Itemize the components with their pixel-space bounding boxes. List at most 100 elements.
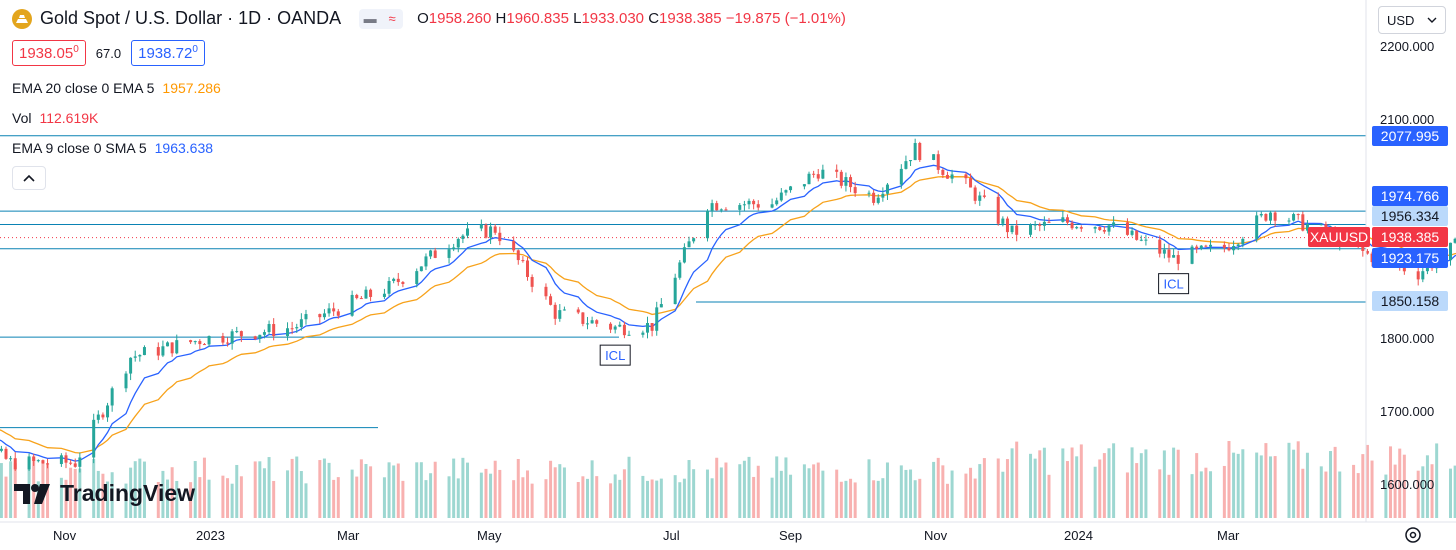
volume-bar bbox=[821, 470, 825, 518]
candle-body bbox=[73, 463, 77, 467]
candle-body bbox=[96, 414, 100, 420]
volume-bar bbox=[779, 470, 783, 518]
candle-body bbox=[1061, 217, 1065, 222]
candle-body bbox=[724, 209, 728, 211]
volume-bar bbox=[1015, 441, 1019, 518]
volume-bar bbox=[590, 460, 594, 518]
candle-body bbox=[1005, 218, 1009, 233]
candle-body bbox=[106, 405, 110, 418]
indicator-toggle-pill[interactable]: ▬ ≈ bbox=[359, 8, 404, 29]
price-tag-1923[interactable]: 1923.175 bbox=[1372, 248, 1448, 268]
compare-icon[interactable]: ≈ bbox=[388, 10, 396, 26]
candle-body bbox=[705, 210, 709, 239]
chart-title[interactable]: Gold Spot / U.S. Dollar · 1D · OANDA bbox=[40, 8, 342, 28]
candle-body bbox=[775, 200, 779, 205]
candle-body bbox=[286, 328, 290, 337]
candle-body bbox=[687, 241, 691, 248]
volume-bar bbox=[1125, 472, 1129, 518]
volume-bar bbox=[433, 461, 437, 518]
price-tag-2077[interactable]: 2077.995 bbox=[1372, 126, 1448, 146]
candle-body bbox=[0, 448, 3, 451]
candle-body bbox=[262, 332, 266, 335]
candle-body bbox=[835, 169, 839, 172]
volume-bar bbox=[526, 470, 529, 518]
hide-icon[interactable]: ▬ bbox=[363, 10, 377, 26]
collapse-legend-button[interactable] bbox=[12, 166, 46, 190]
candle-body bbox=[996, 196, 1000, 224]
indicator-ema20[interactable]: EMA 20 close 0 EMA 5 1957.286 bbox=[12, 80, 221, 96]
candle-body bbox=[1301, 214, 1305, 231]
volume-bar bbox=[1190, 474, 1194, 518]
candle-body bbox=[982, 195, 986, 197]
volume-bar bbox=[1158, 469, 1162, 518]
candle-body bbox=[576, 309, 580, 313]
change-readout: −19.875 (−1.01%) bbox=[725, 10, 846, 27]
candle-body bbox=[304, 314, 308, 320]
candle-body bbox=[170, 342, 174, 354]
volume-bar bbox=[69, 467, 73, 518]
buy-price-button[interactable]: 1938.720 bbox=[131, 40, 205, 66]
candle-body bbox=[419, 266, 423, 272]
price-tag-1850[interactable]: 1850.158 bbox=[1372, 291, 1448, 311]
candle-body bbox=[129, 357, 133, 374]
volume-bar bbox=[355, 476, 359, 518]
candle-body bbox=[710, 203, 714, 211]
candle-body bbox=[1241, 238, 1245, 245]
candle-body bbox=[918, 143, 922, 160]
volume-bar bbox=[1365, 444, 1369, 518]
indicator-volume[interactable]: Vol 112.619K bbox=[12, 110, 99, 126]
candle-body bbox=[1416, 271, 1420, 280]
candle-body bbox=[770, 204, 774, 208]
price-tag-1974[interactable]: 1974.766 bbox=[1372, 186, 1448, 206]
volume-bar bbox=[978, 464, 982, 518]
volume-bar bbox=[881, 478, 885, 518]
volume-bar bbox=[1195, 453, 1199, 518]
candle-body bbox=[355, 294, 359, 299]
candle-body bbox=[590, 320, 594, 324]
tradingview-logo[interactable]: TradingView bbox=[14, 480, 195, 507]
time-tick: Sep bbox=[779, 528, 803, 543]
volume-bar bbox=[678, 482, 682, 518]
candle-body bbox=[32, 456, 36, 461]
volume-bar bbox=[332, 479, 336, 518]
candle-body bbox=[13, 458, 17, 470]
volume-bar bbox=[364, 463, 368, 518]
indicator-ema9[interactable]: EMA 9 close 0 SMA 5 1963.638 bbox=[12, 140, 214, 156]
candle-body bbox=[267, 324, 271, 333]
volume-bar bbox=[936, 457, 940, 518]
volume-bar bbox=[1199, 471, 1203, 518]
price-tag-1956[interactable]: 1956.334 bbox=[1372, 206, 1448, 226]
currency-select[interactable]: USD bbox=[1378, 6, 1446, 34]
candle-body bbox=[484, 224, 488, 238]
volume-bar bbox=[1102, 453, 1106, 518]
volume-bar bbox=[789, 474, 793, 518]
volume-bar bbox=[1209, 471, 1213, 518]
candle-body bbox=[909, 160, 913, 162]
sell-price-button[interactable]: 1938.050 bbox=[12, 40, 86, 66]
volume-bar bbox=[650, 479, 654, 518]
candle-body bbox=[682, 247, 686, 263]
volume-bar bbox=[687, 460, 691, 518]
volume-bar bbox=[1236, 453, 1240, 518]
candle-body bbox=[544, 286, 548, 297]
volume-bar bbox=[950, 470, 954, 518]
ohlc-readout: O1958.260 H1960.835 L1933.030 C1938.385 … bbox=[417, 10, 846, 27]
volume-bar bbox=[1061, 448, 1065, 518]
icl-label-box bbox=[599, 344, 631, 366]
volume-bar bbox=[719, 467, 723, 518]
candle-body bbox=[807, 173, 811, 185]
candle-body bbox=[973, 187, 977, 201]
volume-bar bbox=[816, 462, 820, 518]
volume-bar bbox=[59, 477, 63, 518]
candle-body bbox=[945, 174, 949, 179]
settings-icon[interactable] bbox=[1403, 525, 1423, 550]
volume-bar bbox=[401, 480, 405, 518]
volume-bar bbox=[327, 462, 331, 518]
candle-body bbox=[622, 324, 626, 336]
volume-bar bbox=[932, 461, 936, 518]
candle-body bbox=[1167, 249, 1171, 258]
volume-bar bbox=[295, 456, 299, 518]
candle-body bbox=[359, 298, 363, 300]
volume-bar bbox=[318, 460, 322, 518]
